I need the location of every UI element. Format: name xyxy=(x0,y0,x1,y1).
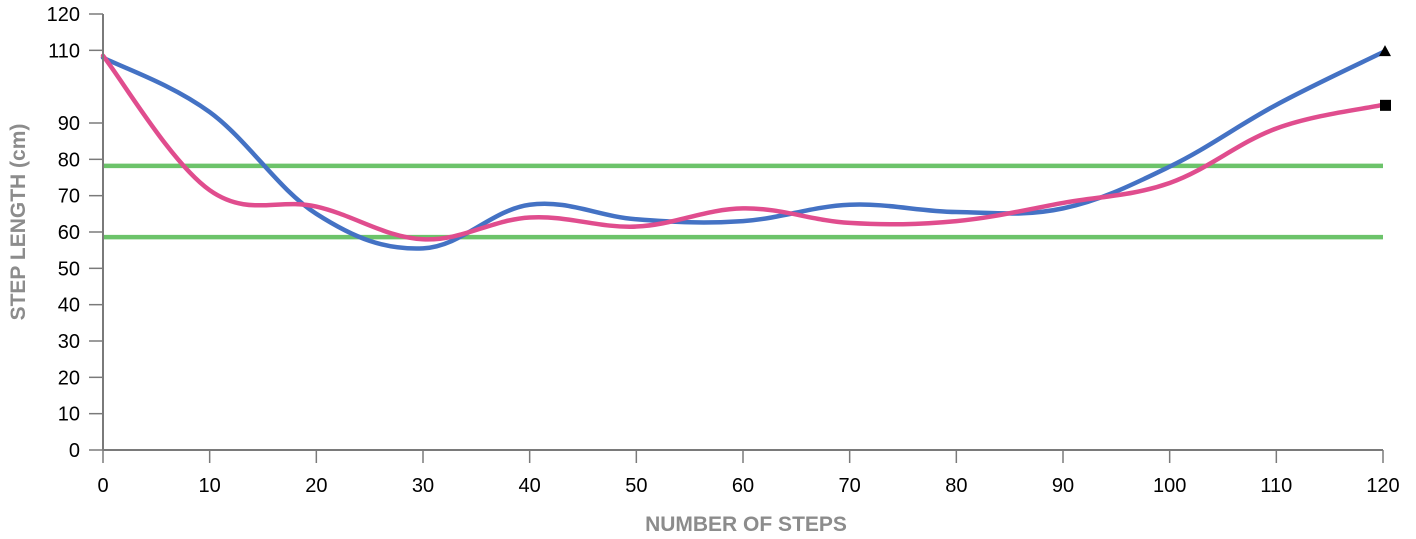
x-tick-label: 100 xyxy=(1153,475,1186,497)
series-lines xyxy=(100,49,1386,251)
x-axis-title: NUMBER OF STEPS xyxy=(645,513,847,536)
y-tick-label: 90 xyxy=(58,113,80,135)
x-tick-label: 40 xyxy=(519,475,541,497)
y-tick-label: 20 xyxy=(58,367,80,389)
y-tick-label: 10 xyxy=(58,404,80,426)
x-tick-label: 80 xyxy=(945,475,967,497)
x-tick-label: 30 xyxy=(412,475,434,497)
x-tick-label: 0 xyxy=(97,475,108,497)
x-tick-label: 20 xyxy=(305,475,327,497)
series-line-1 xyxy=(100,53,1386,242)
series-end-marker-square xyxy=(1380,99,1391,111)
reference-lines xyxy=(103,163,1383,240)
y-tick-label: 50 xyxy=(58,258,80,280)
y-axis-title: STEP LENGTH (cm) xyxy=(7,124,30,321)
x-tick-label: 60 xyxy=(732,475,754,497)
x-axis-ticks: 0 10 20 30 40 50 60 70 80 90 100 110 120 xyxy=(97,450,1400,497)
series-end-markers xyxy=(1379,45,1391,111)
series-end-marker-triangle xyxy=(1379,45,1391,57)
y-tick-label: 110 xyxy=(48,40,80,62)
y-tick-label: 70 xyxy=(58,186,80,208)
x-tick-label: 70 xyxy=(839,475,861,497)
y-tick-label: 80 xyxy=(58,149,80,171)
y-tick-label: 40 xyxy=(58,295,80,317)
y-tick-label: 120 xyxy=(47,4,80,26)
y-tick-label: 30 xyxy=(58,331,80,353)
y-tick-label: 60 xyxy=(58,222,80,244)
x-tick-label: 120 xyxy=(1366,475,1399,497)
x-tick-label: 10 xyxy=(199,475,221,497)
y-axis-ticks: 0 10 20 30 40 50 60 70 80 90 110 120 xyxy=(47,4,103,462)
axes xyxy=(102,14,1383,451)
x-tick-label: 110 xyxy=(1260,475,1292,497)
x-tick-label: 90 xyxy=(1052,475,1074,497)
series-line-0 xyxy=(100,49,1386,251)
y-tick-label: 0 xyxy=(69,440,80,462)
x-tick-label: 50 xyxy=(625,475,647,497)
